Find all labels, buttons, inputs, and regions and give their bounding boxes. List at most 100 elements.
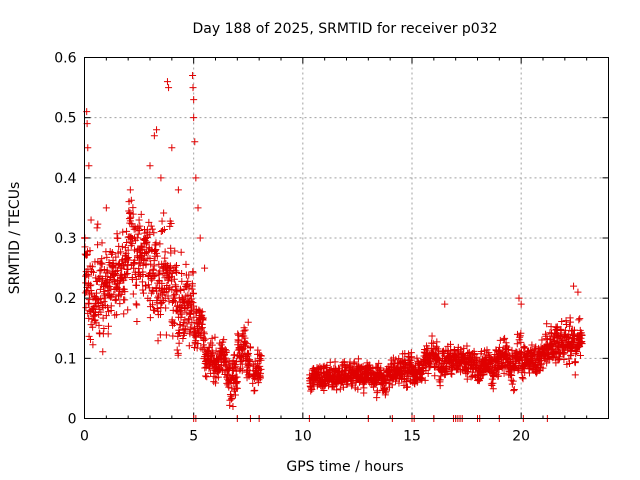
data-point	[423, 346, 431, 354]
data-point	[111, 296, 119, 304]
data-point	[188, 280, 196, 288]
data-point	[112, 253, 120, 261]
data-point	[198, 324, 206, 332]
data-point	[221, 346, 229, 354]
x-tick-label: 0	[80, 429, 89, 445]
data-point	[113, 234, 121, 242]
data-point	[146, 296, 154, 304]
x-tick-label: 20	[512, 429, 530, 445]
data-point	[173, 268, 181, 276]
data-point	[225, 358, 233, 366]
data-point	[570, 282, 578, 290]
data-point	[382, 387, 390, 395]
data-point	[385, 380, 393, 388]
data-point	[121, 288, 129, 296]
data-point	[127, 233, 135, 241]
data-point	[171, 247, 179, 255]
axis-ticks: 0 0.1 0.2 0.3 0.4 0.5 0.6 0 5 10 15 20	[54, 51, 609, 445]
data-point	[132, 300, 140, 308]
data-point	[102, 204, 110, 212]
data-point	[138, 278, 146, 286]
data-point	[194, 319, 202, 327]
data-point	[403, 383, 411, 391]
data-point	[232, 367, 240, 375]
data-point	[124, 246, 132, 254]
data-point	[429, 339, 437, 347]
data-point	[517, 329, 525, 337]
data-point	[169, 319, 177, 327]
data-point	[350, 358, 358, 366]
data-point	[566, 322, 574, 330]
data-point	[333, 386, 341, 394]
data-point	[187, 310, 195, 318]
data-point	[479, 371, 487, 379]
data-point	[575, 316, 583, 324]
data-point	[177, 313, 185, 321]
data-point	[500, 369, 508, 377]
data-point	[91, 316, 99, 324]
data-point	[139, 289, 147, 297]
data-point	[150, 273, 158, 281]
data-point	[187, 323, 195, 331]
data-point	[129, 210, 137, 218]
data-point	[170, 319, 178, 327]
data-point	[127, 196, 135, 204]
data-point	[152, 246, 160, 254]
y-axis-label: SRMTID / TECUs	[7, 182, 23, 295]
data-point	[167, 249, 175, 257]
data-point	[108, 248, 116, 256]
data-point	[354, 385, 362, 393]
data-point	[228, 394, 236, 402]
data-point	[517, 300, 525, 308]
x-tick-label: 5	[189, 429, 198, 445]
data-point	[118, 243, 126, 251]
data-point	[194, 204, 202, 212]
data-point	[571, 358, 579, 366]
data-point	[254, 379, 262, 387]
data-point	[87, 216, 95, 224]
data-point	[191, 138, 199, 146]
data-point	[229, 402, 237, 410]
data-point	[135, 216, 143, 224]
data-point	[99, 348, 107, 356]
data-point	[574, 288, 582, 296]
x-tick-label: 10	[294, 429, 312, 445]
data-point	[185, 271, 193, 279]
data-point	[392, 356, 400, 364]
data-point	[123, 227, 131, 235]
y-tick-label: 0.5	[54, 111, 76, 127]
data-point	[86, 247, 94, 255]
chart-title: Day 188 of 2025, SRMTID for receiver p03…	[192, 21, 497, 37]
data-point	[446, 340, 454, 348]
data-point	[214, 373, 222, 381]
data-point	[107, 302, 115, 310]
data-point	[188, 307, 196, 315]
data-point	[576, 351, 584, 359]
data-point	[382, 389, 390, 397]
data-point	[167, 219, 175, 227]
data-point	[559, 348, 567, 356]
data-point	[160, 226, 168, 234]
data-point	[133, 234, 141, 242]
data-point	[463, 375, 471, 383]
data-point	[243, 340, 251, 348]
data-point	[133, 301, 141, 309]
data-point	[203, 373, 211, 381]
data-point	[198, 308, 206, 316]
data-point	[443, 367, 451, 375]
data-point	[513, 340, 521, 348]
data-point	[123, 238, 131, 246]
data-point	[473, 353, 481, 361]
data-point	[234, 338, 242, 346]
data-point	[185, 315, 193, 323]
data-point	[517, 338, 525, 346]
data-point	[97, 308, 105, 316]
data-point	[93, 224, 101, 232]
data-point	[152, 239, 160, 247]
data-point	[233, 384, 241, 392]
data-point	[189, 289, 197, 297]
data-point	[91, 294, 99, 302]
data-point	[108, 263, 116, 271]
data-point	[510, 385, 518, 393]
data-point	[139, 270, 147, 278]
